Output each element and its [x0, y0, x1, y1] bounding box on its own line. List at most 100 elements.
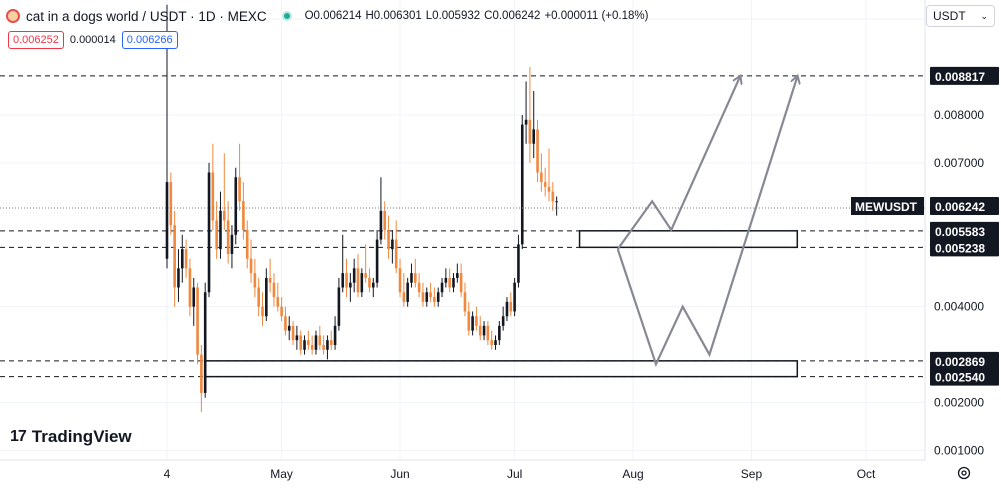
candle [444, 268, 448, 288]
candle [223, 153, 226, 230]
candle [440, 277, 444, 298]
candle [463, 282, 467, 317]
time-tick-label: May [270, 467, 293, 481]
candle [291, 321, 295, 345]
candle [459, 263, 463, 298]
candle [192, 277, 196, 326]
candle [379, 177, 383, 245]
tradingview-logo-icon: 17 [10, 428, 27, 445]
currency-select[interactable]: USDT ⌄ [926, 5, 995, 27]
candle [234, 167, 238, 245]
chart-header: cat in a dogs world / USDT · 1D · MEXC O… [6, 5, 648, 27]
price-labels: 0.008817 0.005583 0.005238 0.002869 0.002540… [851, 66, 999, 386]
time-tick-label: Sep [741, 467, 763, 481]
symbol-title[interactable]: cat in a dogs world / USDT · 1D · MEXC [26, 8, 267, 24]
candle [284, 306, 287, 336]
candle [471, 311, 474, 336]
candle [341, 234, 345, 293]
ohlc-low: L0.005932 [425, 10, 481, 22]
candle [368, 268, 371, 293]
candle [280, 297, 283, 322]
last-price-label: 0.006242 [935, 200, 985, 214]
candle [307, 330, 310, 350]
candle [326, 335, 329, 360]
time-tick-label: Aug [622, 467, 643, 481]
candle [169, 172, 173, 235]
candle [448, 268, 451, 293]
level-label: 0.008817 [935, 70, 985, 84]
watermark-text: TradingView [31, 427, 132, 446]
candle [272, 273, 276, 307]
candle [268, 258, 272, 293]
ohlc-change: +0.000011 (+0.18%) [544, 10, 649, 22]
candle [433, 287, 436, 307]
candle [314, 330, 318, 355]
ohlc-open: O0.006214 [304, 10, 362, 22]
ohlc-values: O0.006214 H0.006301 L0.005932 C0.006242 … [305, 10, 649, 22]
candle [299, 330, 302, 355]
currency-label: USDT [933, 9, 966, 23]
candle [287, 316, 291, 341]
candle [230, 225, 234, 269]
candle [494, 335, 497, 350]
candle [391, 230, 394, 264]
time-axis: 4 May Jun Jul Aug Sep Oct [164, 467, 876, 481]
candle [364, 244, 367, 283]
price-axis: 0.001000 0.002000 0.004000 0.007000 0.008000… [934, 12, 984, 457]
symbol-label-bg [851, 197, 924, 215]
tradingview-watermark: 17 TradingView [10, 427, 132, 447]
candle [352, 258, 356, 293]
symbol-label: MEWUSDT [855, 200, 918, 214]
projection-path[interactable] [616, 77, 798, 368]
projection-paths [616, 77, 798, 368]
candle [394, 220, 398, 274]
candle [505, 297, 509, 322]
candle [517, 234, 520, 288]
candle [276, 282, 280, 312]
candle [249, 239, 253, 283]
candle [475, 306, 478, 331]
level-label: 0.002540 [935, 371, 985, 385]
zone-rect[interactable] [578, 230, 799, 249]
price-tick-label: 0.001000 [934, 443, 984, 457]
candle [402, 273, 406, 307]
time-tick-label: Oct [857, 467, 876, 481]
candle [261, 292, 264, 326]
candle [329, 330, 333, 350]
candle [184, 239, 188, 278]
candle [425, 287, 429, 307]
buy-button[interactable]: 0.006266 [121, 31, 178, 49]
trade-panel: 0.006252 0.000014 0.006266 [8, 31, 178, 49]
gear-icon [957, 466, 971, 480]
level-label-bg [930, 66, 999, 85]
chart-grid [0, 0, 925, 460]
candle [310, 335, 314, 355]
candle [509, 292, 513, 317]
market-open-icon [281, 11, 292, 21]
time-tick-label: Jul [507, 467, 522, 481]
candle [318, 325, 322, 350]
candle [253, 258, 257, 298]
candle [242, 182, 245, 240]
last-price-label-bg [930, 197, 999, 215]
candle [295, 325, 299, 350]
zone-rect[interactable] [204, 360, 799, 378]
price-tick-label: 0.007000 [934, 156, 984, 170]
sell-button[interactable]: 0.006252 [8, 31, 64, 49]
candle [429, 282, 432, 302]
candle [245, 220, 249, 269]
candle [196, 282, 199, 365]
ohlc-close: C0.006242 [484, 10, 541, 22]
candle [211, 143, 215, 230]
candle [551, 182, 555, 211]
candle [215, 201, 218, 259]
market-status[interactable] [279, 8, 295, 24]
candle [547, 148, 551, 202]
candle [520, 115, 524, 250]
projection-path[interactable] [616, 77, 740, 250]
level-label-bg [930, 367, 999, 386]
candle [360, 268, 364, 298]
chart-settings-button[interactable] [955, 464, 973, 482]
coin-logo-icon [6, 9, 20, 23]
